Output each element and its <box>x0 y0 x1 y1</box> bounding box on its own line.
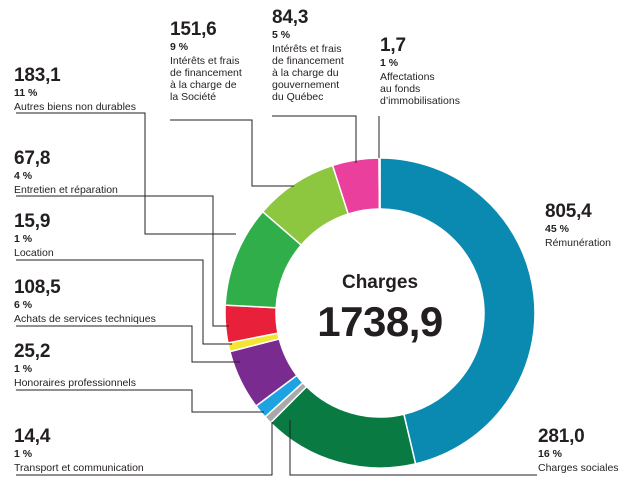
leader-autres-biens <box>16 112 236 235</box>
data-label-percent: 11 % <box>14 87 38 99</box>
chart-title: Charges <box>341 272 419 293</box>
leader-interets-gouvernement <box>272 115 357 163</box>
label-interets-gouvernement: 84,3 5 % Intérêts et frais de financemen… <box>272 8 344 103</box>
label-remuneration: 805,4 45 % Rémunération <box>545 202 611 249</box>
label-interets-societe: 151,6 9 % Intérêts et frais de financeme… <box>170 20 242 103</box>
data-label-percent: 1 % <box>14 448 33 460</box>
data-label-percent: 5 % <box>272 29 291 41</box>
data-label-name: Intérêts et frais de financement à la ch… <box>272 42 344 103</box>
data-label-name: Honoraires professionnels <box>14 376 136 389</box>
leader-entretien <box>16 195 229 327</box>
leader-interets-societe <box>170 119 294 187</box>
data-label-value: 281,0 <box>538 426 585 447</box>
slice-affectations <box>378 157 381 210</box>
slice-remuneration <box>379 157 536 465</box>
data-label-name: Achats de services techniques <box>14 312 156 325</box>
data-label-value: 805,4 <box>545 201 592 222</box>
data-label-value: 84,3 <box>272 7 309 28</box>
chart-total: 1738,9 <box>317 298 443 345</box>
data-label-value: 67,8 <box>14 148 51 169</box>
leader-charges-sociales <box>289 420 537 476</box>
data-label-name: Entretien et réparation <box>14 183 118 196</box>
chart-center-label: Charges 1738,9 <box>280 272 480 346</box>
label-charges-sociales: 281,0 16 % Charges sociales <box>538 427 619 474</box>
data-label-name: Charges sociales <box>538 461 619 474</box>
data-label-name: Rémunération <box>545 236 611 249</box>
data-label-percent: 1 % <box>380 57 399 69</box>
data-label-name: Affectations au fonds d’immobilisations <box>380 70 460 107</box>
data-label-value: 25,2 <box>14 341 51 362</box>
data-label-value: 15,9 <box>14 211 51 232</box>
data-label-percent: 16 % <box>538 448 562 460</box>
data-label-value: 151,6 <box>170 19 217 40</box>
label-transport: 14,4 1 % Transport et communication <box>14 427 144 474</box>
data-label-name: Location <box>14 246 54 259</box>
data-label-percent: 4 % <box>14 170 33 182</box>
data-label-value: 108,5 <box>14 277 61 298</box>
label-affectations: 1,7 1 % Affectations au fonds d’immobili… <box>380 36 460 107</box>
leader-honoraires <box>16 389 264 413</box>
data-label-value: 1,7 <box>380 35 406 56</box>
data-label-percent: 6 % <box>14 299 33 311</box>
leader-location <box>16 259 232 345</box>
data-label-percent: 9 % <box>170 41 189 53</box>
data-label-percent: 1 % <box>14 233 33 245</box>
data-label-percent: 1 % <box>14 363 33 375</box>
data-label-name: Intérêts et frais de financement à la ch… <box>170 54 242 103</box>
label-location: 15,9 1 % Location <box>14 212 54 259</box>
label-entretien: 67,8 4 % Entretien et réparation <box>14 149 118 196</box>
data-label-name: Transport et communication <box>14 461 144 474</box>
leader-transport <box>16 422 273 476</box>
data-label-name: Autres biens non durables <box>14 100 136 113</box>
data-label-value: 183,1 <box>14 65 61 86</box>
leader-services-techniques <box>16 325 240 363</box>
data-label-value: 14,4 <box>14 426 51 447</box>
leader-lines <box>16 112 537 476</box>
label-autres-biens: 183,1 11 % Autres biens non durables <box>14 66 136 113</box>
data-label-percent: 45 % <box>545 223 569 235</box>
donut-slices <box>224 157 536 469</box>
label-services-techniques: 108,5 6 % Achats de services techniques <box>14 278 156 325</box>
label-honoraires: 25,2 1 % Honoraires professionnels <box>14 342 136 389</box>
